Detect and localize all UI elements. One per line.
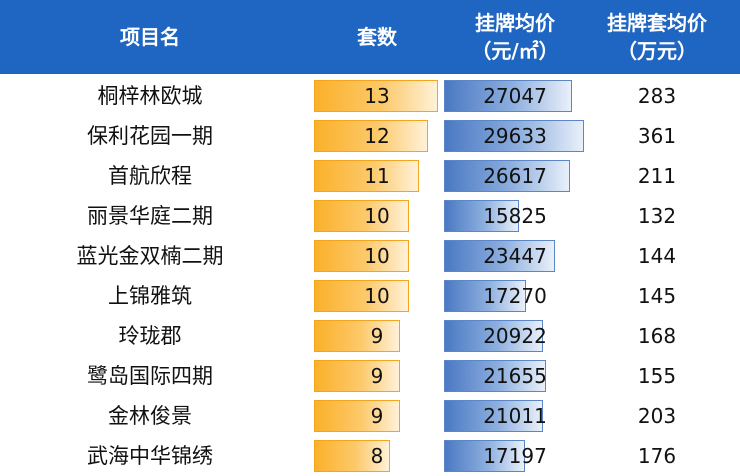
table-header: 项目名 套数 挂牌均价 （元/㎡） 挂牌套均价 （万元）: [0, 0, 740, 74]
header-count: 套数: [314, 0, 440, 74]
table-row: 首航欣程 11 26617 211: [0, 156, 740, 196]
header-avg-total-line2: （万元）: [617, 39, 697, 63]
project-name-cell: 上锦雅筑: [108, 284, 192, 308]
table-row: 金林俊景 9 21011 203: [0, 396, 740, 436]
avg-price-value: 20922: [483, 324, 547, 348]
avg-price-value: 21011: [483, 404, 547, 428]
table-row: 鹭岛国际四期 9 21655 155: [0, 356, 740, 396]
avg-price-value: 26617: [483, 164, 547, 188]
avg-price-value: 21655: [483, 364, 547, 388]
avg-total-value: 155: [637, 364, 677, 388]
avg-price-value: 15825: [483, 204, 547, 228]
count-value: 10: [364, 244, 390, 268]
header-project-name-label: 项目名: [120, 25, 180, 49]
header-avg-total: 挂牌套均价 （万元）: [590, 0, 724, 74]
price-data-bar: [444, 80, 572, 112]
table-row: 保利花园一期 12 29633 361: [0, 116, 740, 156]
project-name-cell: 丽景华庭二期: [87, 204, 213, 228]
project-name-cell: 武海中华锦绣: [87, 444, 213, 468]
count-data-bar: [314, 280, 409, 312]
count-data-bar: [314, 80, 438, 112]
avg-total-value: 203: [637, 404, 677, 428]
count-data-bar: [314, 360, 400, 392]
count-value: 11: [364, 164, 390, 188]
count-data-bar: [314, 200, 409, 232]
avg-total-value: 132: [637, 204, 677, 228]
count-data-bar: [314, 120, 428, 152]
project-name-cell: 玲珑郡: [118, 324, 182, 348]
header-count-label: 套数: [357, 25, 397, 49]
header-avg-price-line1: 挂牌均价: [475, 11, 555, 35]
count-value: 12: [364, 124, 390, 148]
header-avg-price-line2: （元/㎡）: [471, 39, 559, 63]
count-value: 13: [364, 84, 390, 108]
price-data-bar: [444, 440, 525, 472]
project-name-cell: 首航欣程: [108, 164, 192, 188]
count-value: 9: [370, 364, 384, 388]
table-row: 武海中华锦绣 8 17197 176: [0, 436, 740, 476]
price-data-bar: [444, 200, 519, 232]
price-data-bar: [444, 400, 543, 432]
count-value: 10: [364, 284, 390, 308]
project-name-cell: 保利花园一期: [87, 124, 213, 148]
avg-price-value: 29633: [483, 124, 547, 148]
price-data-bar: [444, 280, 526, 312]
header-avg-price: 挂牌均价 （元/㎡）: [444, 0, 586, 74]
header-avg-total-line1: 挂牌套均价: [607, 11, 707, 35]
count-value: 9: [370, 404, 384, 428]
avg-total-value: 168: [637, 324, 677, 348]
count-data-bar: [314, 160, 419, 192]
table-row: 蓝光金双楠二期 10 23447 144: [0, 236, 740, 276]
avg-total-value: 361: [637, 124, 677, 148]
avg-total-value: 145: [637, 284, 677, 308]
avg-total-value: 283: [637, 84, 677, 108]
count-data-bar: [314, 400, 400, 432]
avg-total-value: 144: [637, 244, 677, 268]
project-name-cell: 蓝光金双楠二期: [76, 244, 224, 268]
price-data-bar: [444, 360, 546, 392]
avg-total-value: 211: [637, 164, 677, 188]
price-data-bar: [444, 120, 584, 152]
table-row: 桐梓林欧城 13 27047 283: [0, 76, 740, 116]
table-row: 丽景华庭二期 10 15825 132: [0, 196, 740, 236]
count-value: 10: [364, 204, 390, 228]
count-data-bar: [314, 440, 390, 472]
count-data-bar: [314, 240, 409, 272]
avg-price-value: 23447: [483, 244, 547, 268]
avg-price-value: 17270: [483, 284, 547, 308]
count-data-bar: [314, 320, 400, 352]
project-name-cell: 金林俊景: [108, 404, 192, 428]
price-data-bar: [444, 320, 543, 352]
count-value: 8: [370, 444, 384, 468]
avg-price-value: 17197: [483, 444, 547, 468]
avg-price-value: 27047: [483, 84, 547, 108]
count-value: 9: [370, 324, 384, 348]
price-data-bar: [444, 240, 555, 272]
header-project-name: 项目名: [0, 0, 300, 74]
project-name-cell: 桐梓林欧城: [97, 84, 203, 108]
project-name-cell: 鹭岛国际四期: [87, 364, 213, 388]
price-data-bar: [444, 160, 570, 192]
table-row: 玲珑郡 9 20922 168: [0, 316, 740, 356]
avg-total-value: 176: [637, 444, 677, 468]
table-row: 上锦雅筑 10 17270 145: [0, 276, 740, 316]
